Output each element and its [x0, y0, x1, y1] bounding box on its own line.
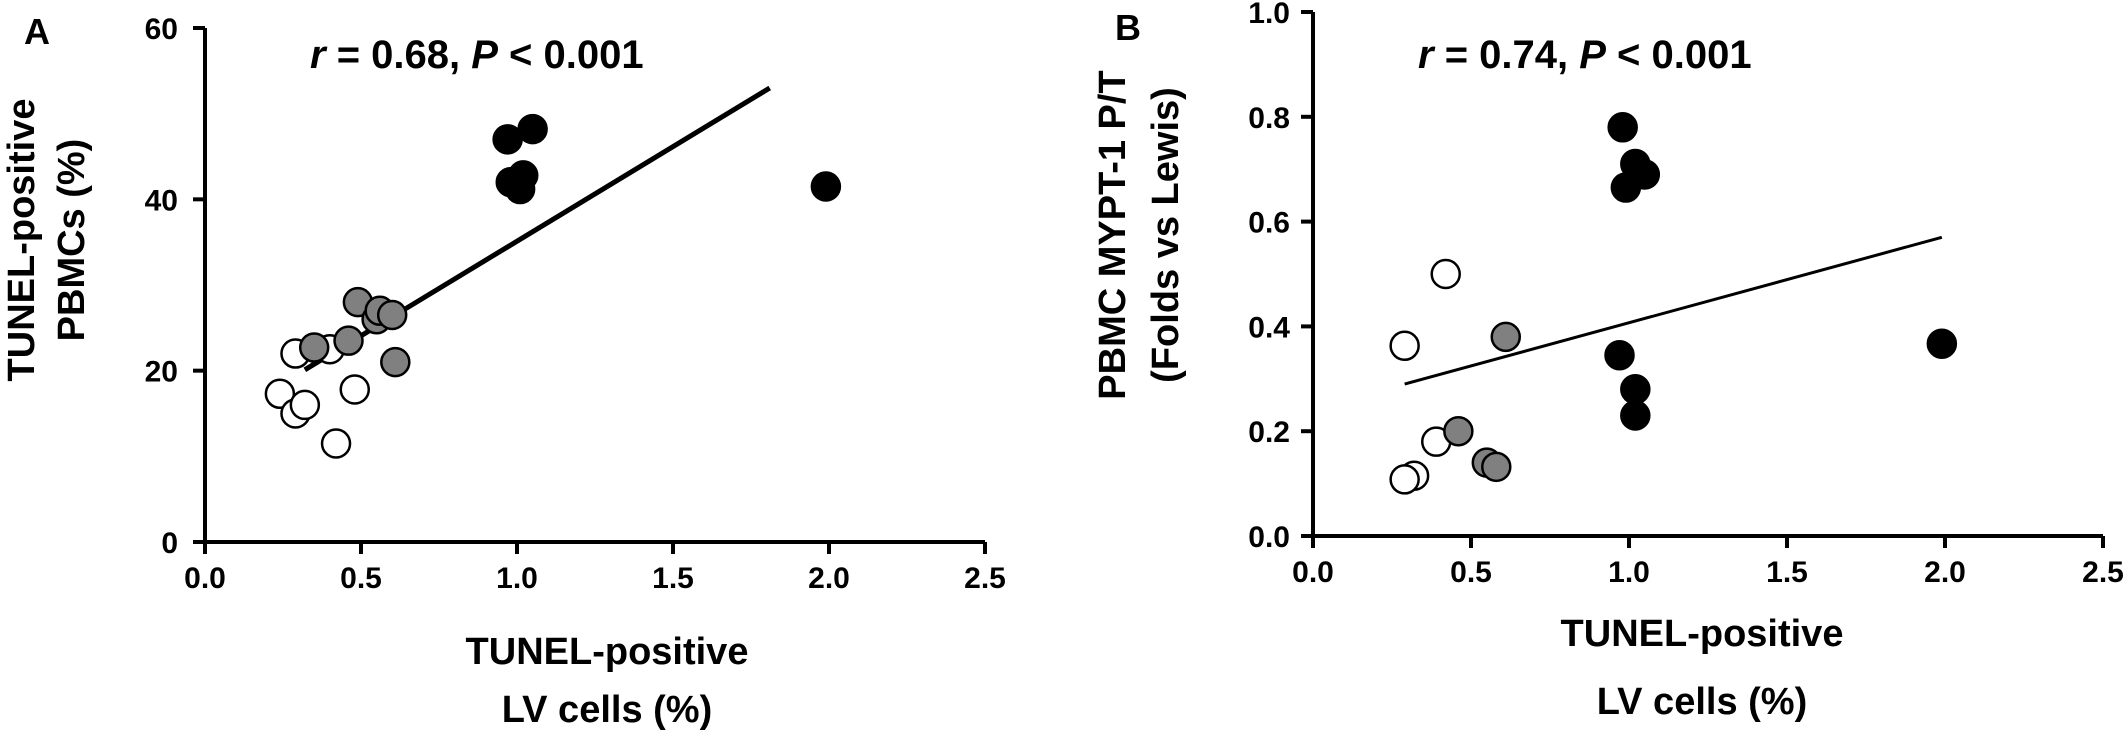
y-tick-label-b: 0.4 — [1248, 311, 1290, 344]
data-point-b-series-2 — [1443, 415, 1474, 447]
data-point-b-series-1 — [1430, 258, 1461, 290]
data-point-b-series-3 — [1604, 339, 1635, 371]
data-point-a-series-2 — [376, 299, 408, 331]
y-axis-title-a-line2: PBMCs (%) — [51, 139, 93, 342]
y-axis-title-b-line2: (Folds vs Lewis) — [1145, 87, 1187, 383]
x-tick-label-b: 0.0 — [1292, 556, 1334, 589]
data-point-a-series-3 — [517, 113, 548, 145]
data-point-a-series-3 — [507, 160, 539, 191]
panel-letter-a: A — [24, 11, 50, 52]
r-value-b: = 0.74, — [1434, 33, 1580, 77]
stat-annotation-a: r = 0.68, P < 0.001 — [310, 33, 644, 77]
x-tick-label-a: 0.5 — [340, 562, 382, 595]
y-tick-label-b: 0.2 — [1248, 416, 1290, 449]
data-point-b-series-3 — [1607, 112, 1638, 143]
data-point-a-series-1 — [320, 428, 352, 459]
stat-annotation-b: r = 0.74, P < 0.001 — [1418, 33, 1752, 77]
data-point-a-series-1 — [289, 389, 321, 421]
plot-area-a: 0.0 0.5 1.0 1.5 2.0 2.5 0 20 40 60 — [145, 13, 1006, 595]
x-tick-label-a: 1.5 — [652, 562, 694, 595]
x-axis-title-a-line2: LV cells (%) — [502, 689, 712, 731]
data-point-b-series-1 — [1389, 464, 1420, 495]
p-value-a: < 0.001 — [498, 33, 644, 77]
x-axis-title-b-line2: LV cells (%) — [1597, 681, 1807, 723]
data-point-a-series-3 — [810, 171, 842, 202]
data-point-a-series-2 — [333, 325, 364, 356]
x-tick-label-b: 1.5 — [1766, 556, 1808, 589]
x-tick-label-b: 0.5 — [1450, 556, 1492, 589]
y-tick-label-a: 40 — [145, 184, 178, 217]
y-axis-title-a-line1: TUNEL-positive — [1, 99, 43, 382]
data-point-b-series-3 — [1926, 328, 1958, 359]
data-point-b-series-3 — [1620, 400, 1651, 431]
x-tick-label-b: 2.0 — [1924, 556, 1966, 589]
data-point-b-series-1 — [1389, 330, 1420, 362]
data-point-a-series-1 — [264, 378, 296, 410]
plot-area-b: 0.0 0.5 1.0 1.5 2.0 2.5 0.0 0.2 0.4 0.6 0.8 1.0 — [1248, 0, 2124, 589]
data-point-b-series-3 — [1610, 172, 1642, 203]
regression-line-b — [1404, 235, 1943, 386]
x-tick-label-b: 1.0 — [1608, 556, 1650, 589]
panel-b: B r = 0.74, P < 0.001 PBMC MYPT-1 P/T (F… — [1092, 0, 2124, 723]
y-tick-label-a: 0 — [161, 527, 178, 560]
r-value-a: = 0.68, — [326, 33, 472, 77]
data-point-a-series-2 — [380, 346, 411, 378]
x-tick-label-a: 1.0 — [496, 562, 538, 595]
data-point-b-series-3 — [1620, 374, 1651, 405]
r-symbol-b: r — [1418, 33, 1436, 77]
data-point-a-series-1 — [339, 374, 371, 405]
p-symbol-b: P — [1579, 33, 1606, 77]
x-axis-title-b-line1: TUNEL-positive — [1561, 613, 1844, 655]
panel-a: A r = 0.68, P < 0.001 TUNEL-positive PBM… — [1, 11, 1006, 731]
x-axis-title-a-line1: TUNEL-positive — [466, 631, 749, 673]
y-tick-label-b: 0.6 — [1248, 207, 1290, 240]
x-tick-label-a: 2.5 — [964, 562, 1006, 595]
p-value-b: < 0.001 — [1606, 33, 1752, 77]
y-tick-label-b: 0.8 — [1248, 102, 1290, 135]
p-symbol-a: P — [471, 33, 498, 77]
panel-letter-b: B — [1115, 7, 1141, 48]
y-tick-label-a: 20 — [145, 356, 178, 389]
y-tick-label-b: 0.0 — [1248, 521, 1290, 554]
data-point-a-series-2 — [298, 332, 330, 363]
y-tick-label-a: 60 — [145, 13, 178, 46]
r-symbol-a: r — [310, 33, 328, 77]
data-point-b-series-2 — [1490, 321, 1522, 353]
data-point-b-series-2 — [1481, 451, 1512, 483]
x-tick-label-a: 0.0 — [184, 562, 226, 595]
x-tick-label-a: 2.0 — [808, 562, 850, 595]
x-tick-label-b: 2.5 — [2082, 556, 2124, 589]
y-tick-label-b: 1.0 — [1248, 0, 1290, 30]
y-axis-title-b-line1: PBMC MYPT-1 P/T — [1092, 70, 1134, 399]
